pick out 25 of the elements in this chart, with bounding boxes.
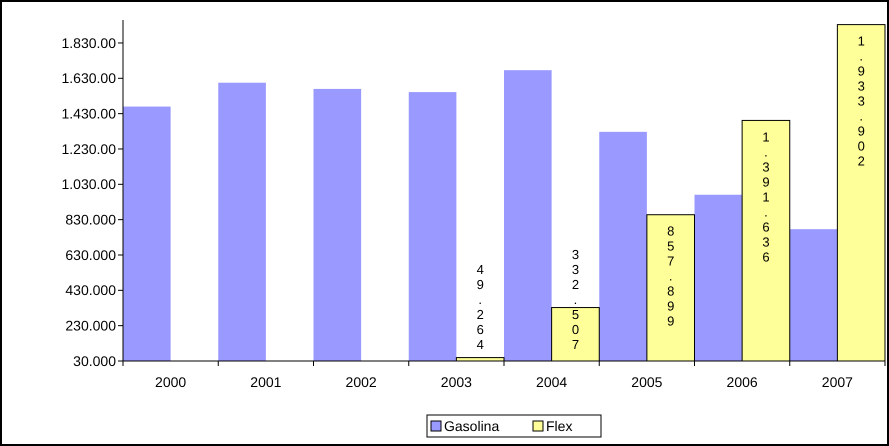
y-tick-label: 1.430.00 [62,106,116,122]
text: 1.933.902 [858,34,865,169]
x-tick-label: 2005 [631,374,663,390]
y-tick-label: 1.830.00 [62,34,116,51]
x-tick-label: 2000 [155,374,186,390]
legend-label: Flex [546,418,572,434]
legend-label: Gasolina [444,418,500,434]
x-tick-label: 2003 [440,374,472,390]
y-tick-label: 1.230.00 [62,140,116,157]
data-label: 49.264 [476,262,484,352]
x-tick-label: 2007 [822,374,854,390]
y-tick-label: 630.000 [65,246,116,263]
data-label: 332.507 [572,247,580,352]
x-tick-label: 2001 [250,374,282,390]
x-tick-label: 2004 [536,374,568,390]
data-label: 857.899 [667,224,674,329]
y-tick-label: 30.000 [73,352,116,369]
y-tick-label: 1.030.00 [62,176,116,192]
text: 1.391.636 [762,129,770,264]
y-tick-label: 830.000 [65,212,116,228]
y-tick-label: 1.630.00 [62,70,116,86]
y-tick-label: 230.000 [65,318,116,334]
x-tick-label: 2002 [346,374,377,390]
y-tick-label: 430.000 [65,282,116,298]
x-tick-label: 2006 [726,374,758,390]
